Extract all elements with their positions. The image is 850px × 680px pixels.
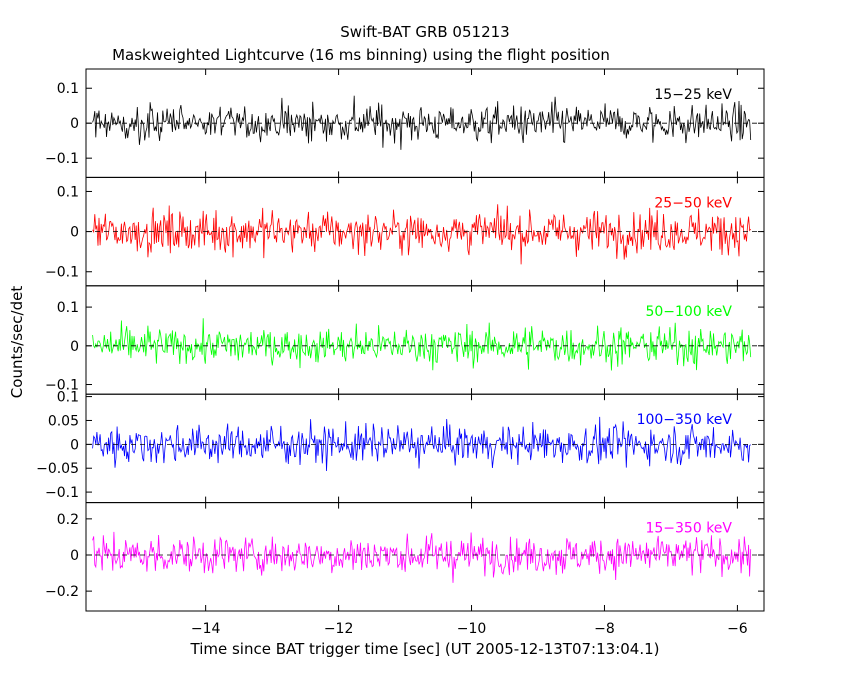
x-tick-label-1: −14 xyxy=(191,621,221,637)
lightcurve-trace-4 xyxy=(92,416,751,472)
lightcurve-trace-2 xyxy=(92,204,752,265)
y-tick-label-1-3: −0.1 xyxy=(45,151,79,167)
panel-2: 25−50 keV 0.1 0 −0.1 xyxy=(45,176,765,287)
x-tick-label-4: −8 xyxy=(594,621,615,637)
y-tick-label-3-1: 0.1 xyxy=(57,300,79,316)
chart-subtitle: Maskweighted Lightcurve (16 ms binning) … xyxy=(112,46,610,64)
y-tick-label-2-3: −0.1 xyxy=(45,265,79,281)
y-tick-label-4-5: −0.1 xyxy=(45,485,79,501)
y-tick-label-4-2: 0.05 xyxy=(48,413,79,429)
y-tick-label-2-1: 0.1 xyxy=(57,184,79,200)
panel-5: 15−350 keV 0.2 0 −0.2 xyxy=(45,502,765,612)
band-label-3: 50−100 keV xyxy=(645,304,732,320)
lightcurve-trace-5 xyxy=(92,531,752,583)
y-tick-label-4-4: −0.05 xyxy=(36,461,79,477)
y-tick-label-5-2: 0 xyxy=(70,548,79,564)
panel-3: 50−100 keV 0.1 0 −0.1 xyxy=(45,285,765,395)
y-tick-label-4-1: 0.1 xyxy=(57,390,79,406)
band-label-4: 100−350 keV xyxy=(637,412,733,428)
y-tick-label-1-1: 0.1 xyxy=(57,81,79,97)
y-tick-label-5-3: −0.2 xyxy=(45,584,79,600)
y-tick-label-4-3: 0 xyxy=(70,437,79,453)
y-tick-label-5-1: 0.2 xyxy=(57,512,79,528)
band-label-1: 15−25 keV xyxy=(654,87,732,103)
y-tick-label-3-2: 0 xyxy=(70,339,79,355)
panel-4: 100−350 keV 0.1 0.05 0 −0.05 −0.1 xyxy=(36,390,765,504)
lightcurve-trace-3 xyxy=(92,318,752,371)
x-tick-label-2: −12 xyxy=(324,621,354,637)
panel-frame-5 xyxy=(85,502,765,612)
y-axis-label: Counts/sec/det xyxy=(8,286,26,399)
band-label-2: 25−50 keV xyxy=(654,195,732,211)
y-tick-label-3-3: −0.1 xyxy=(45,378,79,394)
x-tick-label-3: −10 xyxy=(457,621,487,637)
y-tick-label-2-2: 0 xyxy=(70,225,79,241)
x-axis-label: Time since BAT trigger time [sec] (UT 20… xyxy=(190,640,660,658)
band-label-5: 15−350 keV xyxy=(645,521,732,537)
panel-1: 15−25 keV 0.1 0 −0.1 xyxy=(45,68,765,178)
y-tick-label-1-2: 0 xyxy=(70,116,79,132)
x-tick-label-5: −6 xyxy=(727,621,748,637)
lightcurve-trace-1 xyxy=(92,95,752,150)
chart-title: Swift-BAT GRB 051213 xyxy=(340,23,509,41)
